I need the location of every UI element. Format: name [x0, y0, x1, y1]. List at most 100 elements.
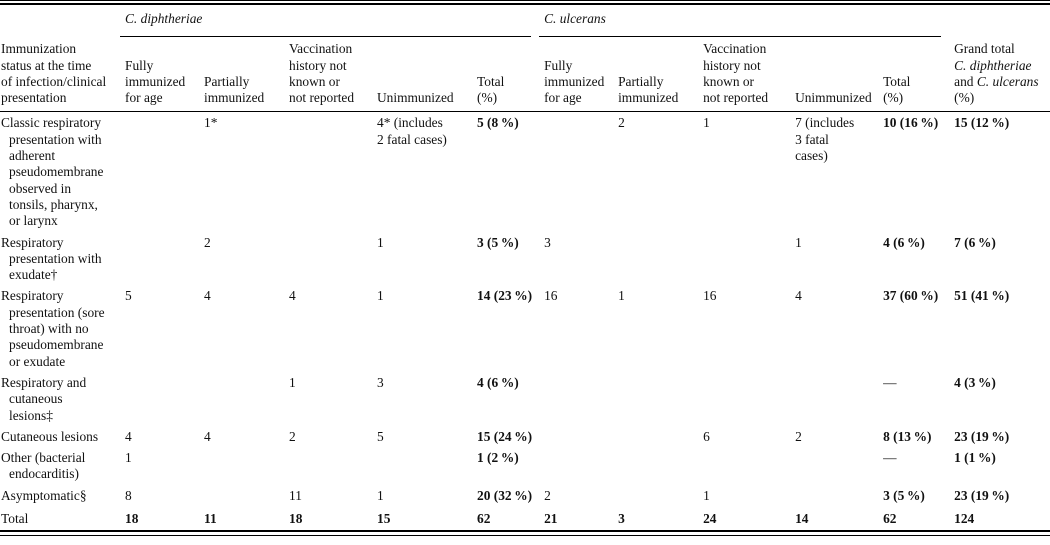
data-cell: 5 — [125, 288, 132, 304]
colheader-grand-total: Grand total C. diphtheriae and C. ulcera… — [949, 37, 1050, 113]
row-label: Cutaneous lesions — [1, 428, 99, 444]
data-cell-total: 15 (24 %) — [477, 428, 533, 444]
data-cell — [698, 447, 790, 485]
row-label: Classic respiratory presentation with ad… — [1, 115, 104, 229]
data-cell: 4 — [204, 288, 211, 304]
data-cell-column-total: 62 — [477, 511, 491, 527]
data-cell: 2 — [618, 115, 625, 131]
table-row-respiratory-exudate: Respiratory presentation with exudate† 2… — [0, 232, 1050, 286]
colheader-cu-total: Total (%) — [878, 37, 950, 113]
table-row-asymptomatic: Asymptomatic§ 8 11 1 20 (32 %) 2 1 3 (5 … — [0, 485, 1050, 506]
data-cell: 1 — [377, 487, 384, 503]
data-cell — [120, 232, 199, 286]
data-cell — [613, 485, 698, 506]
data-cell — [613, 426, 698, 447]
grand-total-header-line2: C. diphtheriae — [954, 57, 1032, 73]
table-row-cutaneous-lesions: Cutaneous lesions 4 4 2 5 15 (24 %) 6 2 … — [0, 426, 1050, 447]
bottom-rule-thin — [0, 535, 1050, 537]
data-cell: 4 — [125, 428, 132, 444]
data-cell-grand-total: 15 (12 %) — [954, 115, 1010, 131]
data-cell — [613, 232, 698, 286]
data-cell-grand-total: 23 (19 %) — [954, 428, 1010, 444]
top-rule-thick — [0, 3, 1050, 5]
data-cell: 6 — [703, 428, 710, 444]
data-cell — [539, 112, 613, 232]
data-cell — [120, 112, 199, 232]
data-cell-column-total: 3 — [618, 511, 625, 527]
data-cell-total: 1 (2 %) — [477, 450, 519, 466]
data-cell — [199, 447, 284, 485]
data-cell-column-total: 14 — [795, 511, 809, 527]
top-rule-thin — [0, 0, 1050, 1]
data-cell-total: 5 (8 %) — [477, 115, 519, 131]
table-row-respiratory-and-cutaneous: Respiratory and cutaneous lesions‡ 1 3 4… — [0, 372, 1050, 426]
group-header-row: C. diphtheriae C. ulcerans — [0, 5, 1050, 38]
data-cell-total: 4 (6 %) — [883, 234, 925, 250]
data-cell: 1 — [289, 374, 296, 390]
colheader-immunization-status: Immunization status at the time of infec… — [0, 37, 120, 113]
table-row-other-bacterial-endocarditis: Other (bacterial endocarditis) 1 1 (2 %)… — [0, 447, 1050, 485]
data-cell — [790, 485, 878, 506]
spanner-spacer-right — [949, 5, 1050, 37]
row-label-total: Total — [1, 511, 29, 527]
data-cell — [372, 447, 472, 485]
data-cell — [539, 426, 613, 447]
data-cell-column-total: 18 — [289, 511, 303, 527]
data-cell — [539, 372, 613, 426]
data-cell-grand-total: 124 — [954, 511, 975, 527]
data-cell: 2 — [795, 428, 802, 444]
group-header-cell-c-ulcerans: C. ulcerans — [539, 5, 949, 38]
table-row-total: Total 18 11 18 15 62 21 3 24 14 62 124 — [0, 506, 1050, 530]
colheader-cd-partially-immunized: Partially immunized — [199, 37, 284, 113]
immunization-status-table: C. diphtheriae C. ulcerans Immunization … — [0, 5, 1050, 530]
data-cell: 1 — [703, 115, 710, 131]
data-cell-grand-total: 4 (3 %) — [954, 374, 996, 390]
row-label: Respiratory presentation with exudate† — [1, 234, 102, 283]
data-cell — [284, 232, 372, 286]
group-header-c-ulcerans: C. ulcerans — [539, 11, 942, 38]
colheader-cu-unimmunized: Unimmunized — [790, 37, 879, 113]
data-cell — [539, 447, 613, 485]
spanner-spacer-left — [0, 5, 120, 37]
data-cell-total: 3 (5 %) — [477, 234, 519, 250]
data-cell — [790, 447, 878, 485]
colheader-cu-partially-immunized: Partially immunized — [613, 37, 699, 113]
row-label: Other (bacterial endocarditis) — [1, 450, 86, 482]
grand-total-header-line4: (%) — [954, 90, 975, 106]
row-label: Asymptomatic§ — [1, 487, 87, 503]
data-cell-total: 10 (16 %) — [883, 115, 939, 131]
row-label: Respiratory presentation (sore throat) w… — [1, 288, 105, 369]
data-cell-total-dash: — — [883, 374, 897, 390]
data-cell: 4 — [204, 428, 211, 444]
data-cell — [613, 372, 698, 426]
data-cell: 1 — [377, 234, 384, 250]
data-cell-total: 4 (6 %) — [477, 374, 519, 390]
data-cell: 4 — [289, 288, 296, 304]
data-cell: 1* — [204, 115, 218, 131]
data-cell-grand-total: 23 (19 %) — [954, 487, 1010, 503]
data-cell — [790, 372, 878, 426]
table-row-respiratory-sore-throat: Respiratory presentation (sore throat) w… — [0, 285, 1050, 371]
data-cell-total: 3 (5 %) — [883, 487, 925, 503]
colheader-cd-history-not-known: Vaccination history not known or not rep… — [284, 37, 372, 113]
data-cell-total: 14 (23 %) — [477, 288, 533, 304]
colheader-cd-unimmunized: Unimmunized — [372, 37, 472, 113]
data-cell: 7 (includes 3 fatal cases) — [795, 115, 855, 164]
data-cell: 2 — [204, 234, 211, 250]
data-cell — [120, 372, 199, 426]
data-cell-column-total: 24 — [703, 511, 717, 527]
data-cell: 1 — [377, 288, 384, 304]
data-cell: 16 — [703, 288, 717, 304]
data-cell: 1 — [618, 288, 625, 304]
data-cell: 1 — [703, 487, 710, 503]
data-cell: 1 — [125, 450, 132, 466]
grand-total-header-line1: Grand total — [954, 41, 1015, 57]
data-cell — [613, 447, 698, 485]
data-cell-grand-total: 1 (1 %) — [954, 450, 996, 466]
table-row-classic-respiratory: Classic respiratory presentation with ad… — [0, 112, 1050, 232]
data-cell — [698, 232, 790, 286]
bottom-rule-thick — [0, 530, 1050, 533]
column-header-row: Immunization status at the time of infec… — [0, 37, 1050, 113]
data-cell-total: 8 (13 %) — [883, 428, 932, 444]
data-cell-column-total: 21 — [544, 511, 558, 527]
